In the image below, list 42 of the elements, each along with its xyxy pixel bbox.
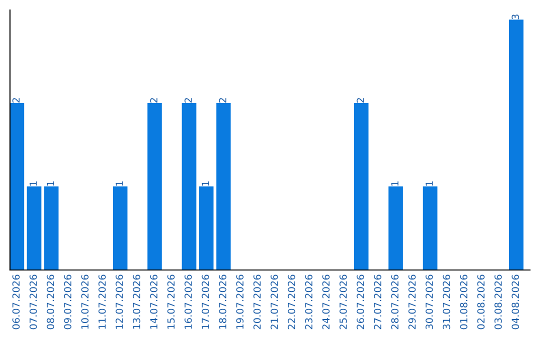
x-tick-label: 12.07.2026 [116, 274, 124, 329]
x-tick-label: 03.08.2026 [494, 274, 502, 330]
x-tick-label: 14.07.2026 [150, 274, 158, 329]
x-tick-label: 29.07.2026 [408, 274, 416, 330]
x-tick-label: 08.07.2026 [46, 274, 54, 330]
data-label: 1 [391, 181, 398, 186]
x-tick-label: 06.07.2026 [12, 274, 20, 330]
x-tick-label: 25.07.2026 [340, 274, 347, 330]
x-tick-label: 21.07.2026 [270, 274, 278, 330]
x-tick-label: 20.07.2026 [253, 274, 261, 330]
data-label: 3 [512, 14, 520, 20]
x-tick-label: 23.07.2026 [305, 274, 312, 330]
data-label: 1 [46, 181, 54, 186]
x-tick-label: 16.07.2026 [184, 274, 192, 329]
x-tick-label: 18.07.2026 [218, 274, 226, 329]
data-label: 1 [30, 181, 37, 186]
x-tick-label: 19.07.2026 [236, 274, 244, 329]
data-label: 1 [426, 181, 433, 186]
x-tick-label: 17.07.2026 [202, 274, 210, 329]
data-label: 1 [202, 181, 209, 186]
data-label: 2 [184, 98, 192, 103]
x-tick-label: 30.07.2026 [426, 274, 433, 330]
x-tick-label: 24.07.2026 [322, 274, 330, 330]
data-label: 1 [116, 181, 123, 186]
x-tick-label: 07.07.2026 [30, 274, 37, 330]
x-tick-label: 13.07.2026 [132, 274, 140, 329]
x-tick-label: 27.07.2026 [374, 274, 382, 330]
data-label: 2 [356, 98, 364, 103]
x-tick-label: 02.08.2026 [477, 274, 485, 330]
data-label: 2 [12, 98, 20, 103]
x-tick-label: 31.07.2026 [442, 274, 450, 330]
x-tick-label: 26.07.2026 [356, 274, 364, 330]
x-tick-label: 09.07.2026 [64, 274, 72, 330]
x-tick-label: 10.07.2026 [81, 274, 89, 329]
data-label: 2 [218, 98, 226, 103]
x-tick-label: 04.08.2026 [512, 274, 520, 330]
x-tick-label: 15.07.2026 [167, 274, 175, 329]
x-tick-label: 22.07.2026 [288, 274, 296, 330]
x-tick-label: 28.07.2026 [391, 274, 399, 330]
data-label: 2 [150, 98, 158, 103]
x-tick-label: 11.07.2026 [98, 274, 106, 329]
x-tick-label: 01.08.2026 [460, 274, 468, 330]
